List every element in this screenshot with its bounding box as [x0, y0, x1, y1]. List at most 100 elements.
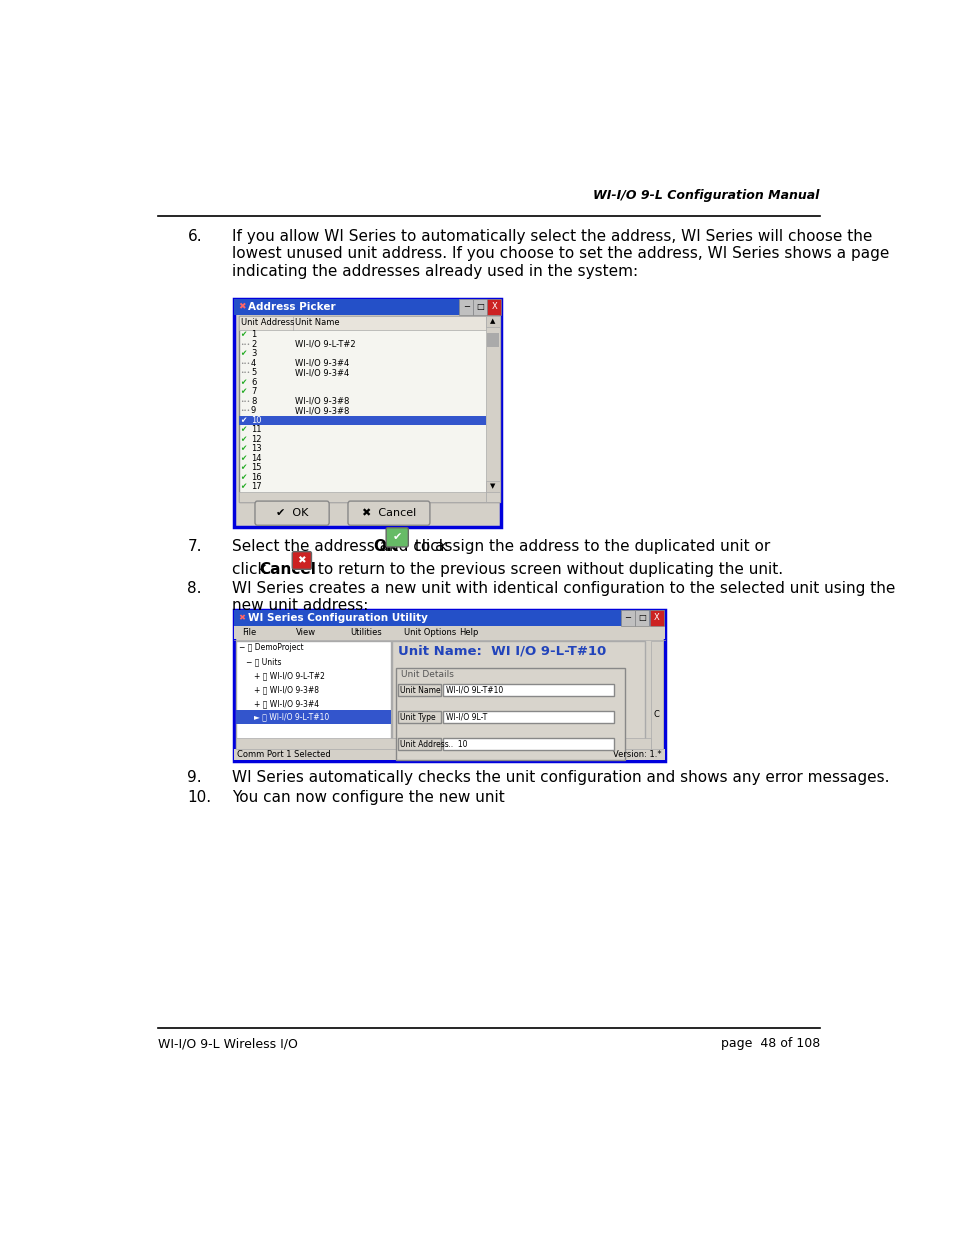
Text: Unit Name:  WI I/O 9-L-T#10: Unit Name: WI I/O 9-L-T#10	[397, 645, 606, 658]
Text: WI Series Configuration Utility: WI Series Configuration Utility	[248, 613, 427, 622]
Text: •••: •••	[240, 361, 250, 366]
Text: View: View	[295, 629, 315, 637]
Bar	[485, 316, 499, 327]
Text: + 📄 WI-I/O 9-3#4: + 📄 WI-I/O 9-3#4	[253, 699, 319, 708]
Bar	[233, 626, 664, 640]
Bar	[238, 316, 499, 503]
Bar	[485, 316, 499, 503]
Text: WI-I/O 9-3#8: WI-I/O 9-3#8	[294, 396, 349, 406]
Bar	[485, 480, 499, 492]
Bar	[487, 299, 500, 315]
Bar	[620, 610, 634, 626]
Text: 6: 6	[251, 378, 256, 387]
Text: Unit Options: Unit Options	[404, 629, 456, 637]
Text: File: File	[241, 629, 255, 637]
Bar	[238, 316, 485, 330]
Bar	[635, 610, 649, 626]
Text: □: □	[476, 303, 484, 311]
Text: − 📂 Units: − 📂 Units	[246, 657, 281, 667]
Bar	[650, 641, 661, 748]
Text: to assign the address to the duplicated unit or: to assign the address to the duplicated …	[410, 540, 769, 555]
Text: − 📁 DemoProject: − 📁 DemoProject	[238, 643, 303, 652]
Bar	[233, 610, 664, 761]
Bar	[233, 299, 500, 315]
Text: WI-I/O 9L-T: WI-I/O 9L-T	[445, 713, 486, 721]
Text: page  48 of 108: page 48 of 108	[720, 1037, 819, 1050]
Bar	[649, 610, 663, 626]
Text: Unit Address: Unit Address	[241, 319, 294, 327]
Text: ▼: ▼	[490, 483, 495, 489]
Bar	[397, 711, 440, 724]
Text: −: −	[623, 614, 631, 622]
Text: 8.: 8.	[187, 580, 202, 597]
Text: If you allow WI Series to automatically select the address, WI Series will choos: If you allow WI Series to automatically …	[232, 228, 888, 279]
Text: ✔: ✔	[240, 463, 246, 472]
Text: ✔: ✔	[240, 330, 246, 340]
Text: □: □	[638, 614, 645, 622]
Text: Cancel: Cancel	[258, 562, 315, 577]
Text: •••: •••	[240, 342, 250, 347]
Text: Select the address and click: Select the address and click	[232, 540, 452, 555]
Text: −: −	[462, 303, 470, 311]
Text: Unit Name: Unit Name	[399, 685, 440, 695]
Bar	[235, 739, 650, 748]
Text: WI-I/O 9-L Configuration Manual: WI-I/O 9-L Configuration Manual	[593, 189, 819, 203]
Text: 3: 3	[251, 350, 256, 358]
FancyBboxPatch shape	[292, 552, 311, 569]
Text: ✖: ✖	[238, 303, 246, 311]
Text: 9: 9	[251, 406, 256, 415]
Text: ✔: ✔	[240, 483, 246, 492]
Text: Help: Help	[458, 629, 477, 637]
Text: ...  10: ... 10	[445, 740, 467, 748]
Text: WI-I/O 9-L-T#2: WI-I/O 9-L-T#2	[294, 340, 355, 348]
Text: ✔  OK: ✔ OK	[275, 508, 308, 519]
Bar	[443, 684, 614, 697]
Text: 1: 1	[251, 330, 256, 340]
Text: 7: 7	[251, 388, 256, 396]
Bar	[235, 641, 390, 748]
Text: ✔: ✔	[240, 453, 246, 463]
Text: OK: OK	[373, 540, 397, 555]
Text: ✔: ✔	[240, 378, 246, 387]
Text: ► 📄 WI-I/O 9-L-T#10: ► 📄 WI-I/O 9-L-T#10	[253, 713, 329, 721]
Text: Unit Address: Unit Address	[399, 740, 448, 748]
FancyBboxPatch shape	[254, 501, 329, 525]
Text: + 📄 WI-I/O 9-L-T#2: + 📄 WI-I/O 9-L-T#2	[253, 671, 325, 680]
Text: 11: 11	[251, 425, 261, 435]
Text: 16: 16	[251, 473, 261, 482]
Text: 12: 12	[251, 435, 261, 443]
Text: ✔: ✔	[240, 435, 246, 443]
Text: C: C	[653, 710, 659, 719]
Text: ✔: ✔	[240, 350, 246, 358]
Text: Unit Name: Unit Name	[294, 319, 339, 327]
Text: Version: 1.*: Version: 1.*	[613, 750, 661, 758]
Text: 14: 14	[251, 453, 261, 463]
Text: 13: 13	[251, 445, 261, 453]
Bar	[397, 739, 440, 751]
Text: •••: •••	[240, 399, 250, 404]
FancyBboxPatch shape	[348, 501, 430, 525]
Bar	[392, 641, 644, 748]
Text: 10: 10	[251, 416, 261, 425]
Text: WI-I/O 9-3#4: WI-I/O 9-3#4	[294, 368, 349, 377]
Text: WI-I/O 9-3#4: WI-I/O 9-3#4	[294, 358, 349, 368]
Bar	[395, 668, 624, 761]
Text: 6.: 6.	[187, 228, 202, 245]
Text: WI-I/O 9-L Wireless I/O: WI-I/O 9-L Wireless I/O	[158, 1037, 297, 1050]
Text: ✖: ✖	[297, 556, 306, 566]
Bar	[235, 710, 390, 724]
Bar	[233, 610, 664, 626]
Text: ✔: ✔	[240, 425, 246, 435]
Text: WI-I/O 9L-T#10: WI-I/O 9L-T#10	[445, 685, 502, 695]
Text: 15: 15	[251, 463, 261, 472]
Text: ▲: ▲	[490, 319, 495, 325]
Text: Comm Port 1 Selected: Comm Port 1 Selected	[236, 750, 331, 758]
Text: WI Series creates a new unit with identical configuration to the selected unit u: WI Series creates a new unit with identi…	[232, 580, 894, 614]
Text: ✔: ✔	[240, 445, 246, 453]
Text: ✔: ✔	[240, 388, 246, 396]
Bar	[233, 299, 500, 527]
Text: •••: •••	[240, 370, 250, 375]
Text: You can now configure the new unit: You can now configure the new unit	[232, 789, 504, 805]
Bar	[233, 748, 664, 760]
Text: Unit Details: Unit Details	[401, 671, 454, 679]
